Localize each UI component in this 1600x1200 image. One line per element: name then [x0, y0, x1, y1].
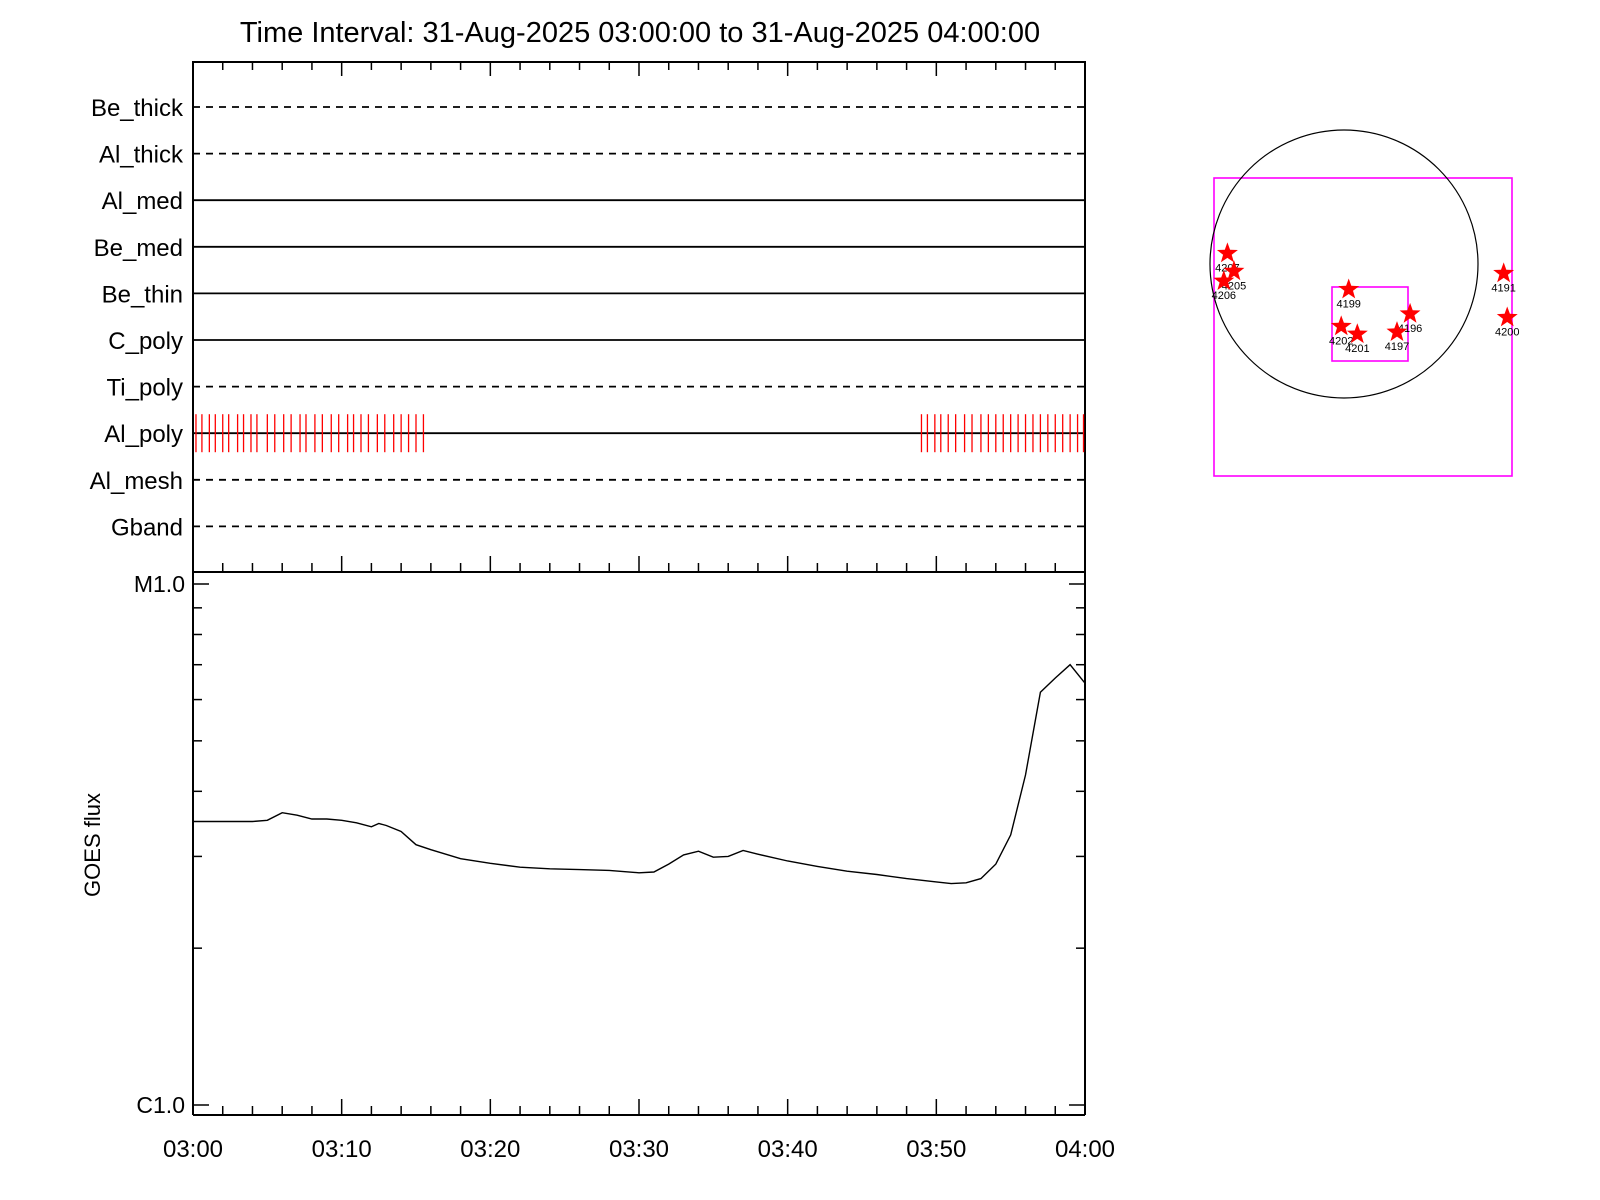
filter-label-Be_med: Be_med — [94, 235, 183, 262]
filter-label-Be_thin: Be_thin — [102, 281, 183, 308]
region-label: 4202 — [1329, 335, 1353, 347]
y-tick-label: C1.0 — [136, 1092, 185, 1118]
outer-fov-box — [1213, 177, 1513, 477]
filter-label-Gband: Gband — [111, 514, 183, 541]
x-tick-label: 03:20 — [460, 1136, 520, 1163]
region-star — [1493, 262, 1515, 283]
region-star — [1496, 306, 1518, 327]
filter-label-Al_thick: Al_thick — [99, 142, 184, 169]
region-star — [1330, 315, 1352, 336]
region-label: 4199 — [1336, 298, 1360, 310]
filter-label-Al_med: Al_med — [102, 188, 183, 215]
filter-label-C_poly: C_poly — [108, 328, 183, 355]
filter-label-Al_mesh: Al_mesh — [90, 468, 183, 495]
region-label: 4196 — [1398, 323, 1422, 335]
region-star — [1399, 302, 1421, 323]
region-label: 4201 — [1345, 343, 1369, 355]
y-axis-label: GOES flux — [80, 793, 105, 897]
x-tick-label: 03:40 — [758, 1136, 818, 1163]
x-tick-label: 03:50 — [906, 1136, 966, 1163]
region-star — [1216, 242, 1238, 263]
x-tick-label: 03:00 — [163, 1136, 223, 1163]
filter-label-Al_poly: Al_poly — [104, 421, 183, 448]
goes-flux-panel: GOES flux 03:00 03:10 03:20 03:30 03:40 03:50… — [80, 556, 1115, 1163]
filter-panel-frame — [192, 61, 1086, 573]
filter-label-Ti_poly: Ti_poly — [107, 375, 183, 402]
filter-label-Be_thick: Be_thick — [91, 95, 184, 122]
solar-disk-map: 4207420542064199419142004196420242014197 — [1209, 129, 1519, 477]
region-label: 4200 — [1495, 326, 1519, 338]
chart-title: Time Interval: 31-Aug-2025 03:00:00 to 3… — [240, 17, 1040, 49]
x-tick-label: 04:00 — [1055, 1136, 1115, 1163]
goes-flux-line — [193, 663, 1086, 885]
inner-fov-box — [1331, 286, 1409, 362]
filter-timeline-panel: Be_thick Al_thick Al_med Be_med Be_thin C_pol… — [90, 61, 1086, 573]
x-tick-label: 03:10 — [312, 1136, 372, 1163]
region-star — [1213, 270, 1235, 290]
region-star — [1223, 260, 1245, 281]
region-label: 4191 — [1491, 282, 1515, 294]
region-star — [1338, 278, 1360, 299]
solar-disk-outline — [1209, 129, 1479, 399]
x-tick-label: 03:30 — [609, 1136, 669, 1163]
region-label: 4206 — [1212, 290, 1236, 302]
y-tick-label: M1.0 — [134, 571, 185, 597]
region-star — [1386, 321, 1408, 341]
region-star — [1346, 323, 1368, 344]
region-label: 4197 — [1385, 341, 1409, 353]
